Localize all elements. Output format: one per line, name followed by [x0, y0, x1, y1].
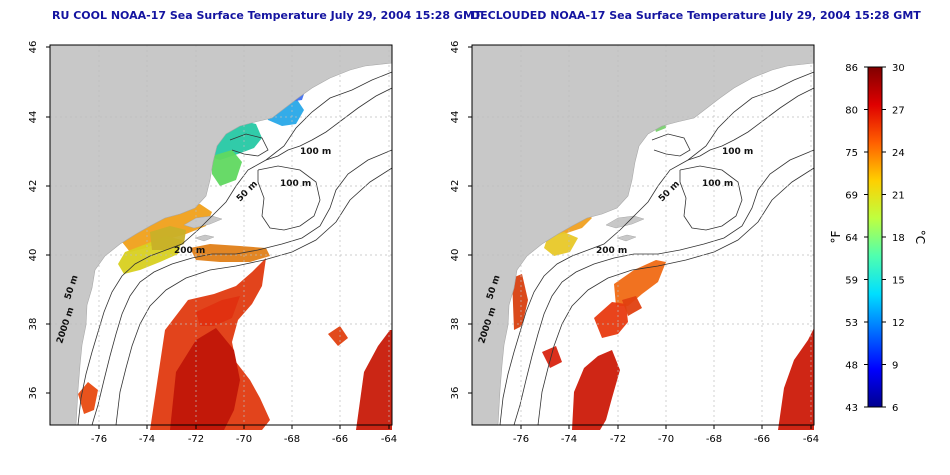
contour-label: 100 m — [722, 147, 753, 157]
celsius-tick-label: 15 — [892, 276, 905, 287]
lon-tick-label: -72 — [188, 434, 204, 445]
celsius-unit-label: °C — [913, 230, 927, 244]
map-title-declouded: DECLOUDED NOAA-17 Sea Surface Temperatur… — [471, 9, 921, 22]
celsius-tick-label: 9 — [892, 361, 898, 372]
fahrenheit-unit-label: °F — [829, 230, 843, 243]
lon-tick-label: -76 — [513, 434, 529, 445]
lat-tick-label: 46 — [28, 41, 39, 54]
sst-patch — [544, 232, 578, 256]
lat-tick-label: 36 — [450, 387, 461, 400]
sst-patch — [622, 296, 642, 316]
celsius-tick-label: 12 — [892, 318, 905, 329]
bathymetry-contour — [257, 165, 321, 231]
sst-patch — [212, 150, 242, 186]
sst-patch — [614, 260, 666, 306]
island — [183, 215, 223, 229]
sst-patch — [572, 350, 620, 430]
lon-tick-label: -76 — [91, 434, 107, 445]
sst-patch — [196, 296, 240, 326]
bathymetry-contour — [513, 149, 815, 426]
map-frame — [49, 44, 393, 426]
lon-tick-label: -66 — [754, 434, 770, 445]
fahrenheit-tick-label: 53 — [845, 318, 858, 329]
bathymetry-contour — [91, 149, 393, 426]
bathymetry-contour — [499, 71, 815, 426]
landmass — [471, 44, 815, 426]
lat-tick-label: 40 — [28, 249, 39, 262]
lon-tick-label: -74 — [561, 434, 577, 445]
lat-tick-label: 40 — [450, 249, 461, 262]
sst-patch — [542, 346, 562, 368]
sst-patch — [512, 274, 528, 330]
bathymetry-contour — [687, 87, 815, 161]
lat-tick-label: 44 — [28, 111, 39, 124]
island — [194, 234, 215, 242]
celsius-tick-label: 30 — [892, 63, 905, 74]
sst-patch — [170, 328, 240, 430]
sst-patch — [356, 330, 392, 430]
contour-label: 200 m — [596, 246, 627, 256]
lat-tick-label: 38 — [28, 318, 39, 331]
colorbar-gradient — [867, 66, 883, 408]
lat-tick-label: 44 — [450, 111, 461, 124]
lon-tick-label: -64 — [803, 434, 819, 445]
fahrenheit-tick-label: 48 — [845, 361, 858, 372]
lon-tick-label: -68 — [284, 434, 300, 445]
celsius-tick-label: 27 — [892, 106, 905, 117]
sst-patch — [778, 328, 814, 430]
fahrenheit-tick-label: 69 — [845, 191, 858, 202]
fahrenheit-tick-label: 86 — [845, 63, 858, 74]
bathymetry-contour — [229, 133, 269, 157]
bathymetry-contour — [651, 133, 691, 157]
fahrenheit-tick-label: 59 — [845, 276, 858, 287]
bathymetry-contour — [679, 165, 743, 231]
celsius-tick-label: 6 — [892, 403, 898, 414]
fahrenheit-tick-label: 64 — [845, 233, 858, 244]
lon-tick-label: -72 — [610, 434, 626, 445]
celsius-tick-label: 24 — [892, 148, 905, 159]
fahrenheit-tick-label: 80 — [845, 106, 858, 117]
map-title-raw: RU COOL NOAA-17 Sea Surface Temperature … — [52, 9, 482, 22]
lat-tick-label: 42 — [450, 180, 461, 193]
lon-tick-label: -70 — [658, 434, 674, 445]
celsius-tick-label: 21 — [892, 191, 905, 202]
map-frame — [471, 44, 815, 426]
lat-tick-label: 38 — [450, 318, 461, 331]
lon-tick-label: -68 — [706, 434, 722, 445]
island — [605, 215, 645, 229]
lat-tick-label: 36 — [28, 387, 39, 400]
sst-patch — [328, 326, 348, 346]
lat-tick-label: 42 — [28, 180, 39, 193]
contour-label: 100 m — [280, 179, 311, 189]
lon-tick-label: -74 — [139, 434, 155, 445]
bathymetry-contour — [115, 167, 393, 426]
celsius-tick-label: 18 — [892, 233, 905, 244]
fahrenheit-tick-label: 43 — [845, 403, 858, 414]
landmass — [49, 44, 393, 426]
temperature-colorbar: 86 80 75 69 64 59 53 48 43 30 27 24 21 18 15 12 9 6 °F °C — [829, 63, 927, 414]
lat-tick-label: 46 — [450, 41, 461, 54]
bathymetry-contour — [537, 167, 815, 426]
sst-patch — [594, 302, 628, 338]
sst-patch — [190, 244, 270, 262]
lon-tick-label: -64 — [381, 434, 397, 445]
contour-label: 200 m — [174, 246, 205, 256]
lon-tick-label: -70 — [236, 434, 252, 445]
bathymetry-contour — [77, 71, 393, 426]
contour-label: 100 m — [300, 147, 331, 157]
island — [616, 234, 637, 242]
bathymetry-contour — [265, 87, 393, 161]
fahrenheit-tick-label: 75 — [845, 148, 858, 159]
contour-label: 100 m — [702, 179, 733, 189]
lon-tick-label: -66 — [332, 434, 348, 445]
sst-patch — [150, 226, 186, 250]
